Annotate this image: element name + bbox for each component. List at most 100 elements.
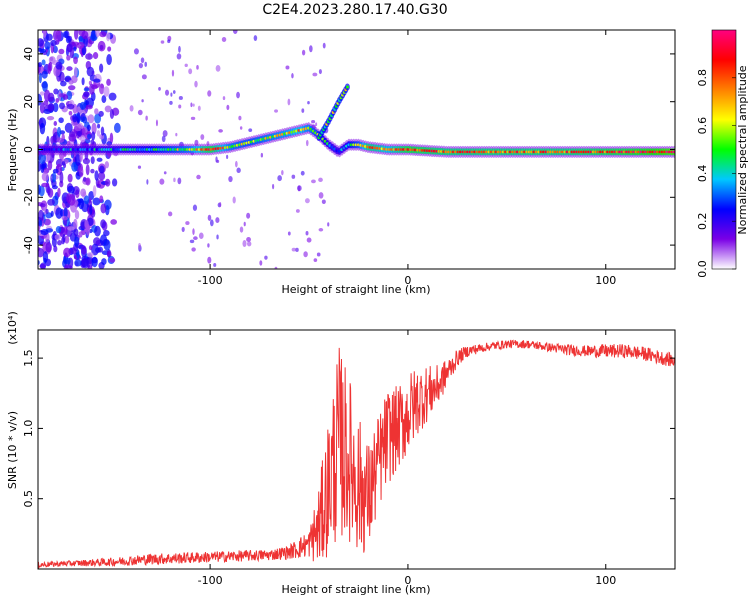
noise-speckle	[39, 122, 46, 135]
noise-speckle	[246, 237, 251, 242]
noise-speckle	[63, 207, 68, 218]
noise-speckle	[321, 199, 326, 204]
noise-speckle	[94, 170, 99, 181]
noise-speckle	[141, 99, 144, 103]
noise-speckle	[226, 154, 229, 160]
noise-speckle	[85, 223, 91, 236]
noise-speckle	[81, 45, 86, 56]
noise-speckle	[138, 242, 142, 250]
noise-speckle	[172, 90, 176, 94]
noise-speckle	[83, 91, 90, 98]
x-tick-label: 100	[595, 274, 616, 287]
noise-speckle	[66, 192, 72, 204]
noise-speckle	[238, 115, 242, 121]
noise-speckle	[41, 163, 47, 169]
noise-speckle	[207, 243, 210, 248]
noise-speckle	[322, 42, 326, 49]
noise-speckle	[209, 219, 214, 227]
noise-speckle	[207, 90, 212, 97]
noise-speckle	[291, 174, 296, 179]
noise-speckle	[129, 105, 134, 112]
noise-speckle	[99, 195, 104, 203]
noise-speckle	[306, 237, 312, 243]
noise-speckle	[160, 40, 165, 44]
colorbar-ticks: 0.0 0.2 0.4 0.6 0.8	[696, 69, 736, 278]
noise-speckle	[106, 32, 111, 42]
noise-speckle	[295, 209, 300, 213]
noise-speckle	[161, 135, 166, 143]
noise-speckle	[145, 115, 148, 121]
noise-speckle	[94, 108, 99, 115]
noise-speckle	[40, 48, 47, 53]
noise-speckle	[99, 63, 104, 73]
noise-speckle	[62, 233, 66, 243]
noise-speckle	[85, 104, 93, 110]
snr-xlabel: Height of straight line (km)	[281, 583, 430, 596]
noise-speckle	[72, 113, 78, 123]
noise-speckle	[76, 112, 81, 124]
noise-speckle	[192, 228, 195, 235]
noise-speckle	[191, 247, 196, 252]
noise-speckle	[236, 167, 241, 174]
noise-speckle	[108, 92, 117, 101]
noise-speckle	[133, 48, 139, 55]
noise-speckle	[196, 174, 201, 180]
noise-speckle	[86, 124, 91, 132]
colorbar: 0.0 0.2 0.4 0.6 0.8 Normalized spectral ampl…	[696, 29, 749, 278]
noise-speckle	[81, 77, 85, 86]
noise-speckle	[158, 87, 161, 91]
noise-speckle	[90, 168, 95, 174]
noise-speckle	[55, 30, 62, 43]
noise-speckle	[99, 31, 107, 38]
noise-speckle	[146, 179, 149, 185]
noise-speckle	[287, 231, 291, 236]
colorbar-tick-label: 0.2	[696, 212, 709, 230]
noise-speckle	[243, 221, 246, 227]
noise-speckle	[73, 56, 78, 65]
noise-speckle	[228, 175, 233, 183]
noise-speckle	[80, 135, 86, 143]
noise-speckle	[55, 61, 63, 70]
noise-speckle	[89, 204, 93, 215]
noise-speckle	[111, 178, 118, 187]
noise-speckle	[82, 116, 88, 124]
noise-speckle	[300, 170, 305, 176]
noise-speckle	[246, 241, 252, 247]
noise-speckle	[189, 239, 195, 244]
noise-speckle	[63, 247, 71, 258]
colorbar-frame	[711, 29, 737, 270]
y-tick-label: 0.5	[22, 490, 35, 508]
noise-speckle	[47, 185, 51, 196]
noise-speckle	[140, 57, 145, 64]
ridge-core	[672, 150, 675, 154]
noise-speckle	[76, 130, 82, 137]
noise-speckle	[38, 220, 43, 227]
noise-speckle	[215, 65, 221, 72]
noise-speckle	[100, 219, 106, 229]
x-tick-label: -100	[198, 274, 223, 287]
noise-speckle	[52, 102, 59, 113]
branch-core	[345, 85, 349, 89]
noise-speckle	[51, 185, 58, 190]
noise-speckle	[137, 109, 143, 116]
noise-speckle	[91, 131, 96, 141]
noise-speckle	[66, 66, 73, 71]
noise-speckle	[45, 208, 49, 214]
snr-frame	[37, 329, 676, 570]
noise-speckle	[185, 221, 190, 225]
noise-speckle	[66, 103, 75, 110]
noise-speckle	[67, 173, 73, 183]
noise-speckle	[93, 78, 101, 83]
noise-speckle	[55, 97, 60, 103]
noise-speckle	[38, 160, 42, 172]
noise-speckle	[74, 259, 82, 267]
noise-speckle	[235, 160, 238, 168]
noise-speckle	[259, 260, 263, 266]
noise-speckle	[88, 83, 95, 95]
noise-speckle	[66, 54, 71, 61]
spectrogram-xlabel: Height of straight line (km)	[281, 283, 430, 296]
noise-speckle	[44, 41, 51, 50]
noise-speckle	[92, 52, 99, 60]
noise-speckle	[274, 109, 278, 113]
noise-speckle	[64, 235, 70, 244]
